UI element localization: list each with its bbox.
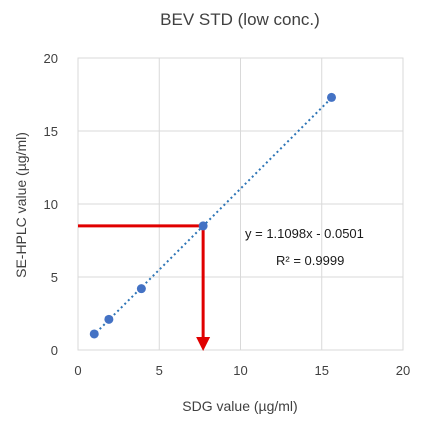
down-arrow-icon <box>196 337 211 351</box>
y-axis-label: SE-HPLC value (µg/ml) <box>13 132 29 278</box>
x-tick-label: 0 <box>74 363 81 378</box>
equation-label: y = 1.1098x - 0.0501 <box>245 226 364 241</box>
y-tick-label: 5 <box>51 270 58 285</box>
data-point <box>327 92 336 102</box>
data-point <box>198 221 208 231</box>
data-point <box>136 284 146 294</box>
x-axis-label: SDG value (µg/ml) <box>182 398 297 414</box>
data-points <box>89 92 336 339</box>
y-tick-label: 20 <box>44 51 58 66</box>
r-squared-label: R² = 0.9999 <box>276 253 344 268</box>
x-tick-label: 5 <box>156 363 163 378</box>
x-tick-label: 10 <box>233 363 247 378</box>
x-tick-label: 20 <box>396 363 410 378</box>
data-point <box>89 329 99 339</box>
y-tick-label: 0 <box>51 343 58 358</box>
y-tick-labels: 0 5 10 15 20 <box>44 51 58 358</box>
y-tick-label: 15 <box>44 124 58 139</box>
x-tick-label: 15 <box>315 363 329 378</box>
x-tick-labels: 0 5 10 15 20 <box>74 363 410 378</box>
y-tick-label: 10 <box>44 197 58 212</box>
trendline <box>91 97 333 337</box>
gridlines <box>77 57 404 351</box>
reference-lines <box>78 224 211 351</box>
chart-title: BEV STD (low conc.) <box>160 10 320 29</box>
data-point <box>104 314 114 324</box>
